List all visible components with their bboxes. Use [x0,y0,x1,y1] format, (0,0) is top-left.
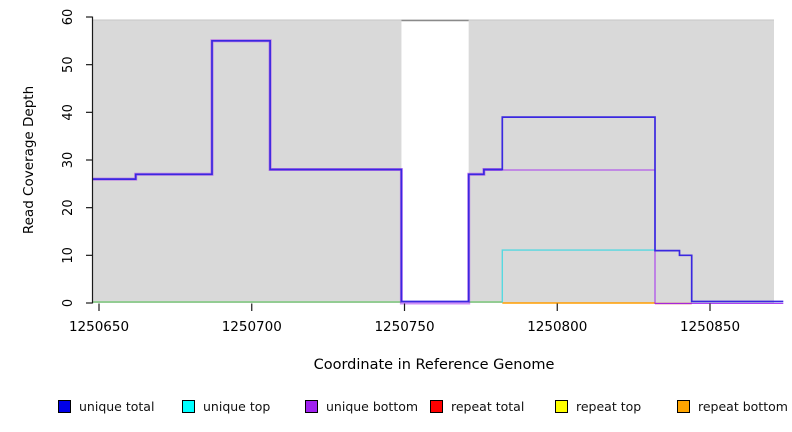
y-axis-title: Read Coverage Depth [21,85,37,235]
x-axis-title: Coordinate in Reference Genome [313,357,555,373]
y-tick-label: 20 [61,199,76,216]
x-tick-label: 1250650 [69,319,129,335]
legend: unique total unique top unique bottom repea… [0,398,792,420]
x-tick-label: 1250700 [222,319,282,335]
y-tick-label: 40 [61,104,76,121]
legend-swatch-icon [182,399,195,413]
series-line-unique-top [501,249,655,303]
legend-label: unique top [203,398,271,414]
legend-item-repeat-bottom: repeat bottom [677,398,788,414]
y-tick-label: 0 [61,299,76,307]
legend-label: repeat top [576,398,642,414]
series-line-unique-total [92,39,784,303]
legend-swatch-icon [555,399,568,413]
legend-swatch-icon [58,399,71,413]
legend-item-repeat-top: repeat top [555,398,641,414]
legend-label: repeat total [451,398,525,414]
legend-label: unique bottom [326,398,419,414]
x-tick-label: 1250850 [680,319,740,335]
legend-item-unique-bottom: unique bottom [305,398,418,414]
legend-label: repeat bottom [698,398,788,414]
y-tick-label: 30 [61,152,76,169]
legend-swatch-icon [430,399,443,413]
y-tick-label: 10 [61,247,76,264]
y-tick-label: 60 [61,9,76,26]
legend-swatch-icon [305,399,318,413]
legend-swatch-icon [677,399,690,413]
x-tick-label: 1250750 [374,319,434,335]
plot-canvas: 0 10 20 30 40 50 60 1250650 1250700 1250750 125080… [61,9,784,335]
x-tick-label: 1250800 [527,319,587,335]
legend-label: unique total [79,398,155,414]
repeat-region-band [401,20,469,303]
legend-item-repeat-total: repeat total [430,398,524,414]
legend-item-unique-total: unique total [58,398,154,414]
y-tick-label: 50 [61,56,76,73]
legend-item-unique-top: unique top [182,398,270,414]
